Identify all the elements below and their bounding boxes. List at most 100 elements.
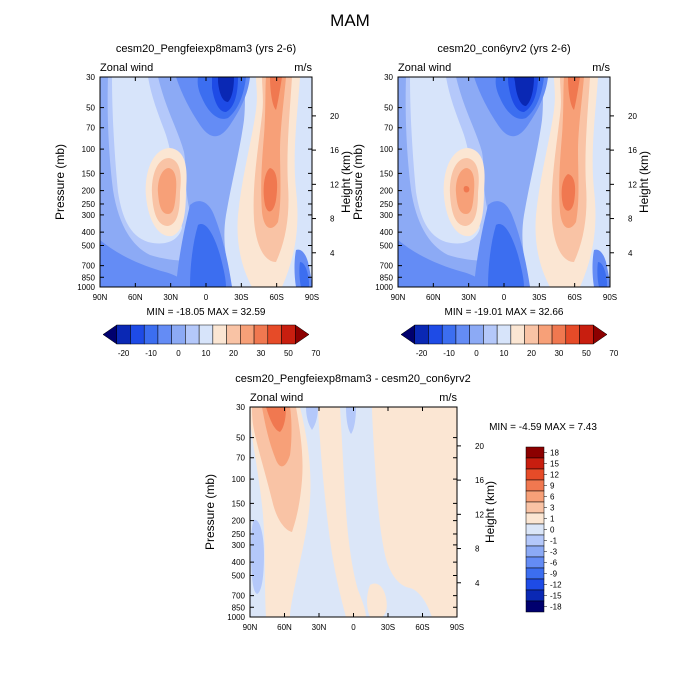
colorbar-swatch: [525, 468, 545, 481]
y2-tick-label: 8: [628, 215, 633, 224]
y-axis-title: Pressure (mb): [203, 474, 217, 550]
y-tick-label: 400: [82, 228, 96, 237]
colorbar-swatch: [171, 324, 186, 345]
page-title: MAM: [330, 11, 370, 30]
y-tick-label: 70: [384, 124, 393, 133]
colorbar-label: 20: [229, 349, 238, 358]
x-tick-label: 90S: [450, 623, 464, 632]
y-tick-label: 1000: [375, 283, 393, 292]
panel-0: cesm20_Pengfeiexp8mam3 (yrs 2-6) Zonal w…: [53, 43, 353, 358]
x-tick-label: 30S: [234, 293, 248, 302]
colorbar-swatch: [525, 457, 545, 470]
colorbar-swatch: [525, 523, 545, 536]
colorbar-label: 12: [550, 471, 559, 480]
y-tick-label: 150: [82, 169, 96, 178]
contour-band: [263, 168, 278, 212]
colorbar-label: -10: [443, 349, 455, 358]
y-tick-label: 700: [232, 592, 246, 601]
x-tick-label: 0: [204, 293, 209, 302]
colorbar-swatch: [593, 324, 608, 345]
y-tick-label: 300: [82, 211, 96, 220]
contour-band: [372, 407, 457, 617]
y-tick-label: 30: [236, 403, 245, 412]
stats-label: MIN = -19.01 MAX = 32.66: [445, 307, 564, 318]
x-tick-label: 60S: [568, 293, 582, 302]
y2-tick-label: 8: [330, 215, 335, 224]
colorbar-swatch: [525, 501, 545, 514]
y2-tick-label: 4: [330, 249, 335, 258]
y-tick-label: 700: [82, 262, 96, 271]
colorbar-swatch: [525, 545, 545, 558]
x-tick-label: 0: [502, 293, 507, 302]
contour-fill: [100, 77, 312, 287]
y-tick-label: 500: [380, 241, 394, 250]
contour-band: [190, 224, 226, 287]
y-tick-label: 700: [380, 262, 394, 271]
x-tick-label: 90N: [391, 293, 406, 302]
colorbar-swatch: [579, 324, 594, 345]
x-tick-label: 60N: [426, 293, 441, 302]
y2-axis: 4 8 12 16 20: [312, 112, 339, 258]
x-axis: 90N 60N 30N 0 30S 60S 90S: [243, 407, 464, 632]
right-label: m/s: [439, 392, 457, 404]
colorbar: 18 15 12 9 6 3 1 0 -1 -3 -6 -9 -12 -15 -18: [525, 446, 562, 613]
colorbar-swatch: [538, 324, 553, 345]
colorbar-label: 0: [474, 349, 479, 358]
y-tick-label: 30: [384, 73, 393, 82]
panel-title: cesm20_Pengfeiexp8mam3 (yrs 2-6): [116, 43, 296, 55]
y-tick-label: 850: [232, 603, 246, 612]
colorbar-label: 6: [550, 493, 555, 502]
colorbar-label: 50: [284, 349, 293, 358]
y-tick-label: 50: [86, 104, 95, 113]
y2-tick-label: 16: [475, 476, 484, 485]
y-tick-label: 70: [236, 454, 245, 463]
y-tick-label: 1000: [77, 283, 95, 292]
panel-2: cesm20_Pengfeiexp8mam3 - cesm20_con6yrv2…: [203, 373, 597, 632]
colorbar-swatch: [102, 324, 117, 345]
colorbar-swatch: [185, 324, 200, 345]
colorbar-swatch: [130, 324, 145, 345]
y2-tick-label: 16: [628, 146, 637, 155]
colorbar-label: 0: [550, 526, 555, 535]
y-tick-label: 400: [380, 228, 394, 237]
contour-fill: [398, 77, 610, 287]
contour-band: [318, 407, 366, 617]
colorbar-swatch: [157, 324, 172, 345]
stats-label: MIN = -4.59 MAX = 7.43: [489, 422, 597, 433]
contour-band: [306, 407, 318, 430]
colorbar-label: 20: [527, 349, 536, 358]
colorbar-swatch: [525, 589, 545, 602]
right-label: m/s: [294, 62, 312, 74]
colorbar-label: -9: [550, 570, 558, 579]
colorbar-swatch: [525, 446, 545, 459]
contour-band: [100, 240, 186, 287]
colorbar-swatch: [510, 324, 525, 345]
colorbar-label: 15: [550, 460, 559, 469]
y-tick-label: 100: [232, 475, 246, 484]
colorbar-swatch: [551, 324, 567, 345]
colorbar-label: -20: [416, 349, 428, 358]
colorbar-label: 30: [554, 349, 563, 358]
stats-label: MIN = -18.05 MAX = 32.59: [147, 307, 266, 318]
colorbar-swatch: [441, 324, 457, 345]
colorbar-label: 30: [256, 349, 265, 358]
colorbar-swatch: [525, 490, 545, 503]
colorbar-label: -3: [550, 548, 558, 557]
contour-band: [251, 519, 264, 594]
y-axis-title: Pressure (mb): [351, 144, 365, 220]
colorbar: -20 -10 0 10 20 30 50 70: [102, 324, 321, 358]
colorbar-swatch: [525, 556, 545, 569]
panel-title: cesm20_Pengfeiexp8mam3 - cesm20_con6yrv2: [235, 373, 470, 385]
contour-band: [561, 174, 576, 211]
colorbar-label: 0: [176, 349, 181, 358]
y-tick-label: 250: [82, 200, 96, 209]
y-tick-label: 50: [384, 104, 393, 113]
contour-band: [367, 583, 387, 617]
colorbar-swatch: [116, 324, 131, 345]
y2-axis-title: Height (km): [483, 481, 497, 543]
y-tick-label: 50: [236, 434, 245, 443]
y-tick-label: 250: [232, 530, 246, 539]
x-tick-label: 90S: [305, 293, 319, 302]
y2-tick-label: 12: [628, 180, 637, 189]
